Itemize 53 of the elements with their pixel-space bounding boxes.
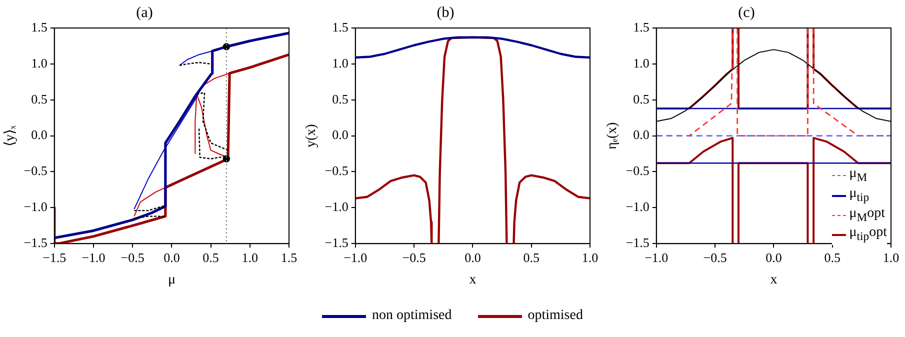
y-tick-label: 0.5 [31,91,48,106]
legend-label: μ$_{tip}$ [849,186,870,206]
x-tick-label: −0.5 [120,250,144,265]
y-tick-label: −1.5 [626,235,650,250]
y-tick-label: −0.5 [324,163,348,178]
x-tick-label: −1.0 [344,250,368,265]
y-tick-label: −1.0 [24,199,48,214]
y-tick-label: 0.0 [332,127,348,142]
x-tick-label: −1.0 [82,250,106,265]
chart-title: (c) [738,4,755,21]
y-tick-label: 1.0 [332,55,348,70]
y-axis-title: ηₑ(x) [605,122,620,150]
x-tick-label: 0.5 [523,250,540,265]
chart-title: (a) [136,4,153,21]
y-tick-label: −1.5 [24,235,48,250]
legend-label: μ$_{M}$opt [849,206,886,226]
y-tick-label: −0.5 [24,163,48,178]
x-axis-title: x [770,272,778,288]
y-tick-label: 0.5 [332,91,348,106]
x-tick-label: −1.5 [42,250,66,265]
y-tick-label: −1.0 [626,199,650,214]
x-tick-label: −0.5 [402,250,426,265]
y-tick-label: 1.5 [31,19,48,34]
legend-label: non optimised [372,308,452,324]
x-axis-title: μ [168,272,176,288]
y-tick-label: −1.0 [324,199,348,214]
y-tick-label: 1.0 [31,55,48,70]
x-tick-label: 0.0 [164,250,180,265]
x-tick-label: 1.0 [882,250,900,265]
x-axis-title: x [469,272,476,288]
y-tick-label: 1.5 [332,19,348,34]
y-tick-label: −0.5 [626,163,650,178]
chart-title: (b) [436,4,454,21]
x-tick-label: 1.5 [280,250,298,265]
y-axis-title: ⟨y⟩ₓ [3,124,18,146]
x-tick-label: 0.0 [464,250,481,265]
legend-label: μ$_{tip}$opt [849,225,887,246]
legend-label: μ$_{M}$ [849,166,868,186]
y-tick-label: 0.0 [31,127,48,142]
legend-label: optimised [528,308,583,324]
x-tick-label: −1.0 [644,250,668,265]
y-tick-label: 0.0 [633,127,650,142]
y-tick-label: 1.0 [633,55,650,70]
y-tick-label: 1.5 [633,19,650,34]
y-tick-label: −1.5 [324,235,348,250]
x-tick-label: 0.5 [202,250,219,265]
x-tick-label: 1.0 [582,250,598,265]
y-tick-label: 0.5 [633,91,650,106]
x-tick-label: 0.5 [824,250,840,265]
y-axis-title: y(x) [304,124,320,148]
x-tick-label: 1.0 [242,250,258,265]
x-tick-label: 0.0 [766,250,782,265]
x-tick-label: −0.5 [703,250,727,265]
